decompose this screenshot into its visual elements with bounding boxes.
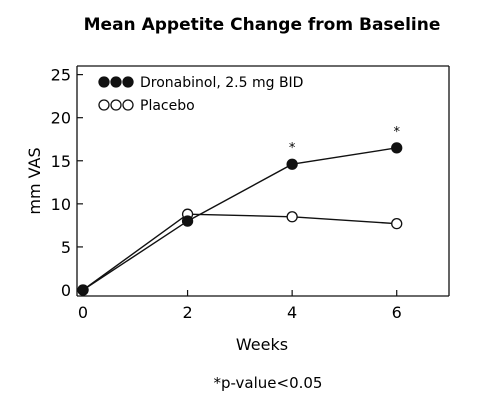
- legend-marker: [122, 99, 134, 111]
- plot-frame: [76, 65, 450, 297]
- significance-marker: *: [289, 141, 296, 156]
- dronabinol-data-point: [181, 215, 194, 227]
- legend-label-placebo: Placebo: [140, 98, 195, 114]
- x-ticks: 0 2 4 6: [78, 290, 402, 322]
- x-tick-label: 6: [392, 303, 402, 322]
- footnote: *p-value<0.05: [214, 374, 323, 392]
- legend-marker: [98, 76, 110, 88]
- chart-title: Mean Appetite Change from Baseline: [84, 15, 441, 35]
- series-layer: [77, 142, 403, 296]
- y-ticks: 0 5 10 15 20 25: [51, 66, 83, 300]
- legend-markers-dronabinol: [98, 76, 134, 88]
- x-tick-label: 4: [287, 303, 297, 322]
- legend-markers-placebo: [98, 99, 134, 111]
- dronabinol-data-point: [286, 158, 298, 170]
- y-tick-label: 5: [61, 238, 71, 257]
- legend-marker: [98, 99, 110, 111]
- x-tick-label: 0: [78, 303, 88, 322]
- legend-marker: [122, 76, 134, 88]
- y-tick-label: 0: [61, 281, 71, 300]
- y-tick-label: 25: [51, 66, 71, 85]
- legend-marker: [110, 76, 122, 88]
- y-axis-title: mm VAS: [25, 147, 44, 214]
- dronabinol-data-point: [77, 284, 89, 296]
- legend: Dronabinol, 2.5 mg BID Placebo: [98, 75, 303, 114]
- placebo-data-point: [286, 211, 298, 223]
- significance-marker: *: [393, 125, 400, 140]
- y-tick-label: 15: [51, 152, 71, 171]
- x-axis-title: Weeks: [236, 335, 288, 354]
- y-tick-label: 20: [51, 109, 71, 128]
- annotation-layer: **: [289, 125, 401, 156]
- placebo-data-point: [391, 218, 403, 230]
- x-tick-label: 2: [182, 303, 192, 322]
- y-tick-label: 10: [51, 195, 71, 214]
- legend-marker: [110, 99, 122, 111]
- legend-label-dronabinol: Dronabinol, 2.5 mg BID: [140, 75, 303, 91]
- series-line-dronabinol: [82, 147, 397, 291]
- series-line-placebo: [82, 213, 397, 291]
- dronabinol-data-point: [391, 142, 403, 154]
